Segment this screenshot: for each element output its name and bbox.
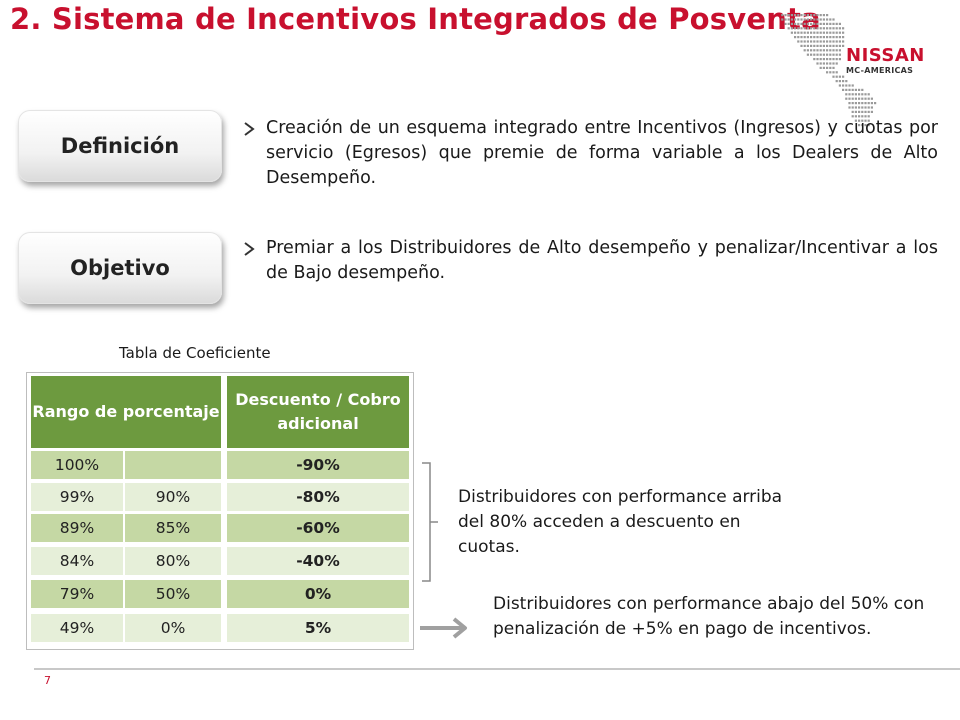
cell-from: 99%	[31, 483, 123, 511]
footer-divider	[34, 668, 960, 670]
bullet-arrow-icon	[244, 242, 255, 256]
cell-from: 49%	[31, 614, 123, 642]
americas-map-graphic	[781, 14, 877, 127]
logo-subtitle: MC-AMERICAS	[846, 66, 914, 75]
definicion-label: Definición	[18, 110, 222, 182]
table-caption: Tabla de Coeficiente	[119, 344, 271, 362]
table-row: 89% 85% -60%	[27, 514, 413, 542]
logo-brand: NISSAN	[846, 45, 925, 66]
table-row: 84% 80% -40%	[27, 547, 413, 575]
cell-to: 85%	[125, 514, 221, 542]
nissan-logo: NISSAN MC-AMERICAS	[846, 46, 938, 76]
table-row: 79% 50% 0%	[27, 580, 413, 608]
cell-to: 90%	[125, 483, 221, 511]
cell-value: 5%	[227, 614, 409, 642]
definicion-text: Creación de un esquema integrado entre I…	[266, 118, 938, 188]
cell-value: -40%	[227, 547, 409, 575]
slide-title: 2. Sistema de Incentivos Integrados de P…	[10, 2, 821, 36]
table-row: 100% -90%	[27, 451, 413, 479]
objetivo-label-text: Objetivo	[70, 256, 170, 280]
arrow-right-icon	[420, 617, 467, 639]
page-number: 7	[44, 674, 51, 687]
header-rango: Rango de porcentaje	[31, 376, 221, 448]
note-below-50: Distribuidores con performance abajo del…	[493, 594, 925, 639]
table-row: 49% 0% 5%	[27, 614, 413, 642]
definicion-bullet: Creación de un esquema integrado entre I…	[242, 116, 938, 191]
cell-from: 100%	[31, 451, 123, 479]
objetivo-text: Premiar a los Distribuidores de Alto des…	[266, 238, 938, 283]
cell-value: -80%	[227, 483, 409, 511]
objetivo-bullet: Premiar a los Distribuidores de Alto des…	[242, 236, 938, 286]
cell-from: 79%	[31, 580, 123, 608]
cell-to	[125, 451, 221, 479]
cell-to: 80%	[125, 547, 221, 575]
cell-to: 0%	[125, 614, 221, 642]
table-row: 99% 90% -80%	[27, 483, 413, 511]
objetivo-label: Objetivo	[18, 232, 222, 304]
bracket-icon	[422, 462, 438, 582]
definicion-label-text: Definición	[60, 134, 180, 158]
bullet-arrow-icon	[244, 122, 255, 136]
cell-value: -60%	[227, 514, 409, 542]
cell-value: -90%	[227, 451, 409, 479]
header-descuento: Descuento / Cobro adicional	[227, 376, 409, 448]
cell-from: 89%	[31, 514, 123, 542]
note-above-80: Distribuidores con performance arriba de…	[458, 487, 783, 557]
cell-value: 0%	[227, 580, 409, 608]
cell-to: 50%	[125, 580, 221, 608]
cell-from: 84%	[31, 547, 123, 575]
coefficient-table: Rango de porcentaje Descuento / Cobro ad…	[26, 372, 414, 650]
